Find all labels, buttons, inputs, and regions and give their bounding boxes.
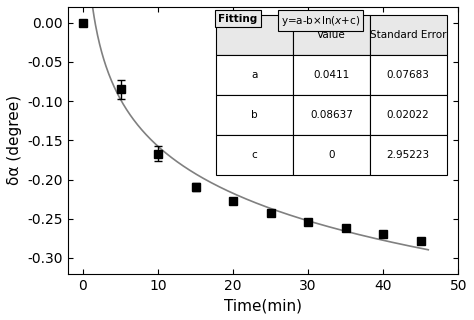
Text: Fitting: Fitting [218,14,257,24]
Text: y=a-b×ln($x$+c): y=a-b×ln($x$+c) [281,14,360,28]
Y-axis label: δα (degree): δα (degree) [7,95,22,185]
X-axis label: Time(min): Time(min) [224,298,302,313]
